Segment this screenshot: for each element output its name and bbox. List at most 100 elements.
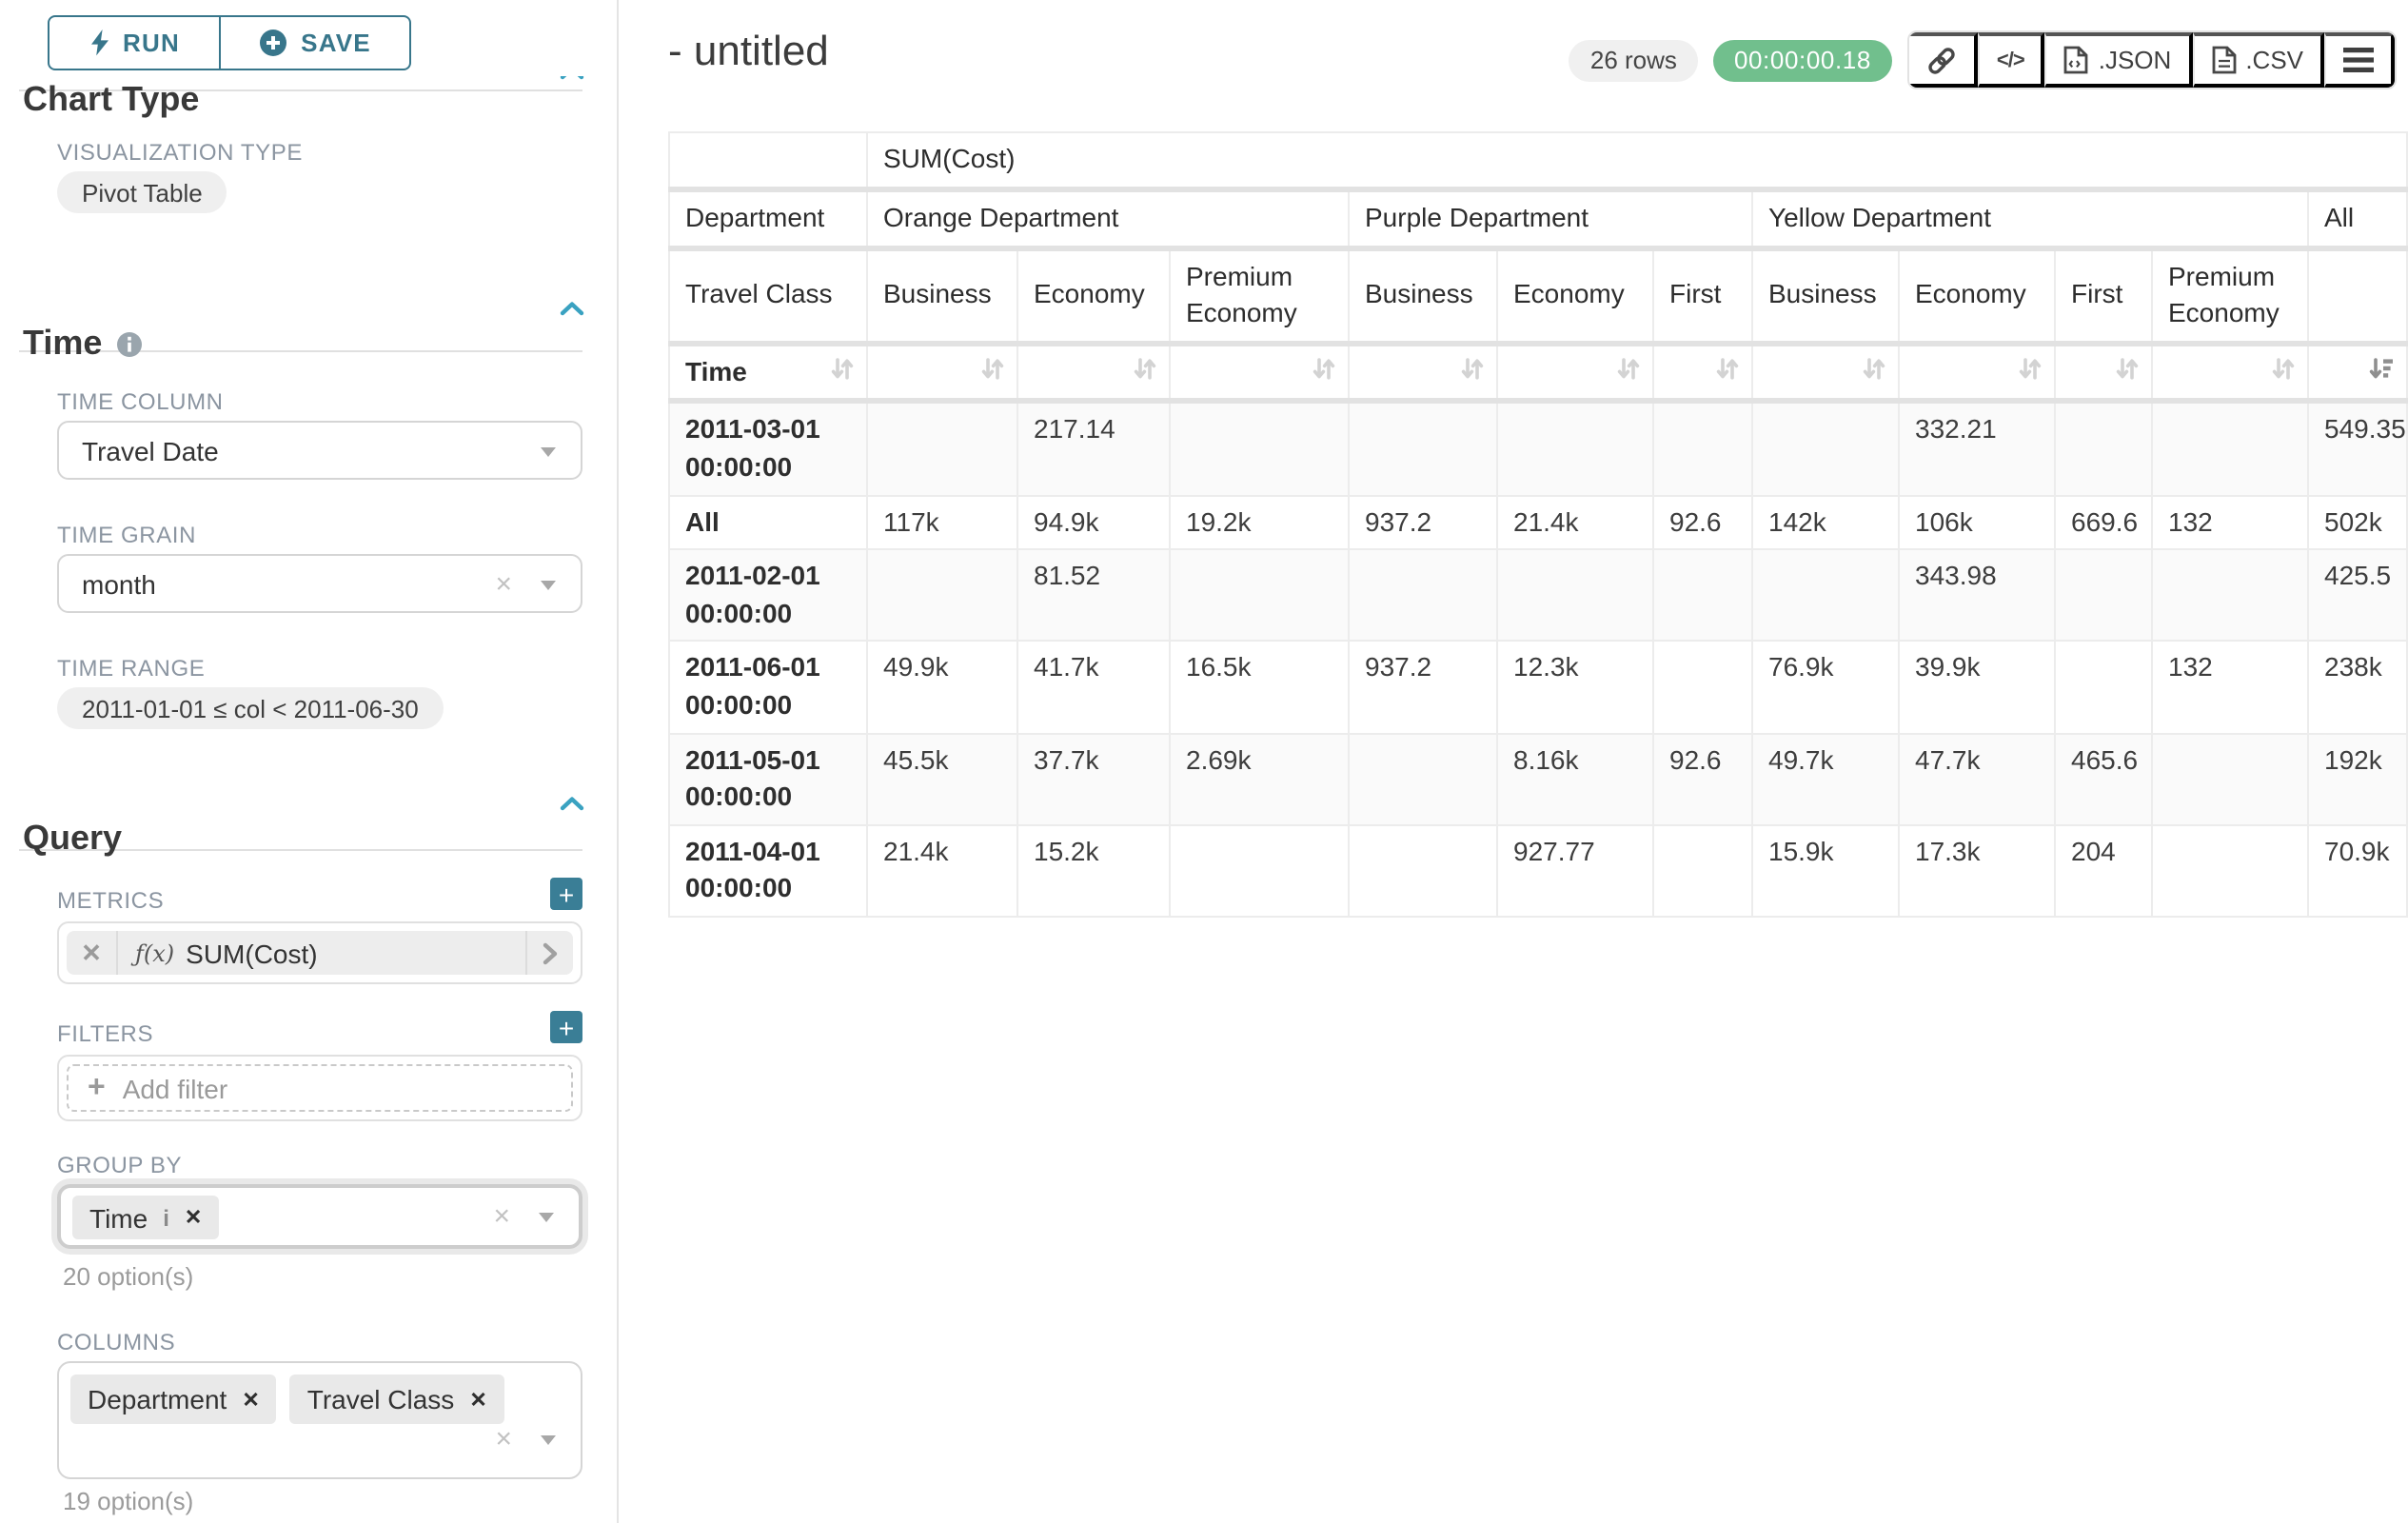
time-grain-select[interactable]: month × — [57, 554, 582, 613]
col-header: Premium Economy — [2151, 247, 2309, 346]
query-collapse-icon[interactable] — [560, 796, 584, 811]
data-cell: 669.6 — [2054, 494, 2153, 551]
caret-down-icon — [541, 446, 556, 456]
clear-icon[interactable]: × — [495, 1423, 512, 1455]
data-cell: 21.4k — [866, 823, 1018, 918]
data-cell: 47.7k — [1898, 732, 2056, 826]
sort-toggle[interactable] — [866, 342, 1018, 405]
share-link-button[interactable] — [1908, 32, 1978, 88]
plus-icon: + — [558, 879, 575, 909]
run-button-label: RUN — [123, 29, 180, 57]
data-cell: 92.6 — [1652, 732, 1753, 826]
sort-toggle[interactable] — [1652, 342, 1753, 405]
group-by-select[interactable]: Time i ✕ × — [57, 1184, 582, 1249]
remove-tag-icon[interactable]: ✕ — [242, 1389, 260, 1412]
columns-select[interactable]: Department ✕ Travel Class ✕ × — [57, 1361, 582, 1479]
divider — [19, 849, 582, 851]
header-actions: 26 rows 00:00:00.18 </> — [1569, 30, 2397, 89]
table-row: 2011-06-01 00:00:00 49.9k 41.7k 16.5k 937.2 1… — [668, 640, 2408, 735]
data-cell: 19.2k — [1169, 494, 1350, 551]
time-column-select[interactable]: Travel Date — [57, 421, 582, 480]
clear-icon[interactable]: × — [495, 567, 512, 600]
data-cell: 238k — [2306, 640, 2408, 735]
data-cell — [1652, 548, 1753, 643]
panel-action-bar: RUN SAVE — [0, 0, 617, 76]
columns-tag[interactable]: Department ✕ — [70, 1375, 277, 1424]
run-button[interactable]: RUN — [48, 15, 221, 70]
menu-button[interactable] — [2324, 32, 2395, 88]
data-cell — [2054, 548, 2153, 643]
data-cell: 15.9k — [1751, 823, 1900, 918]
filters-label: FILTERS — [57, 1020, 154, 1047]
remove-tag-icon[interactable]: ✕ — [469, 1389, 487, 1412]
sort-arrows-icon — [1862, 354, 1886, 391]
data-cell — [1652, 400, 1753, 497]
metric-body[interactable]: ƒ(x) SUM(Cost) — [118, 931, 525, 975]
pivot-table: SUM(Cost) Department Orange Department P… — [668, 131, 2408, 918]
sort-arrows-icon — [2115, 354, 2140, 391]
data-cell: 8.16k — [1496, 732, 1654, 826]
sort-toggle[interactable] — [2306, 342, 2408, 405]
divider — [19, 350, 582, 352]
data-cell: 94.9k — [1016, 494, 1171, 551]
data-cell — [1652, 640, 1753, 735]
query-heading-label: Query — [23, 819, 123, 857]
metric-header-cell: SUM(Cost) — [865, 131, 2408, 192]
data-cell: 502k — [2306, 494, 2408, 551]
add-filter-button[interactable]: + Add filter — [67, 1064, 573, 1112]
data-cell: 937.2 — [1348, 640, 1498, 735]
time-collapse-icon[interactable] — [560, 301, 584, 316]
data-cell — [2151, 548, 2309, 643]
col-header: Economy — [1496, 247, 1654, 346]
add-filter-plus-button[interactable]: + — [550, 1011, 582, 1043]
chart-title[interactable]: - untitled — [668, 27, 829, 74]
remove-tag-icon[interactable]: ✕ — [184, 1207, 203, 1230]
embed-code-button[interactable]: </> — [1977, 32, 2045, 88]
chart-panel: - untitled 26 rows 00:00:00.18 </> — [619, 0, 2408, 1523]
data-cell: 92.6 — [1652, 494, 1753, 551]
add-metric-button[interactable]: + — [550, 878, 582, 910]
export-json-button[interactable]: .JSON — [2044, 32, 2193, 88]
data-cell: 132 — [2151, 640, 2309, 735]
col-header: Economy — [1016, 247, 1171, 346]
sort-toggle[interactable] — [1169, 342, 1350, 405]
columns-tag[interactable]: Travel Class ✕ — [289, 1375, 504, 1424]
row-header: 2011-06-01 00:00:00 — [668, 640, 868, 735]
col-group-header: Yellow Department — [1751, 188, 2309, 251]
clear-icon[interactable]: × — [493, 1200, 510, 1233]
sort-arrows-icon — [1312, 354, 1336, 391]
file-csv-icon — [2211, 46, 2236, 74]
sort-toggle[interactable]: Time — [668, 342, 868, 405]
data-cell: 204 — [2054, 823, 2153, 918]
remove-metric-icon[interactable]: ✕ — [67, 931, 118, 975]
visualization-type-value[interactable]: Pivot Table — [57, 171, 227, 213]
data-cell: 549.35 — [2306, 400, 2408, 497]
sort-toggle[interactable] — [1898, 342, 2056, 405]
data-cell: 106k — [1898, 494, 2056, 551]
columns-tag-label: Department — [88, 1384, 227, 1414]
data-cell: 2.69k — [1169, 732, 1350, 826]
columns-tag-label: Travel Class — [306, 1384, 455, 1414]
data-cell — [2054, 640, 2153, 735]
sort-arrows-icon — [2271, 354, 2296, 391]
sort-toggle[interactable] — [1016, 342, 1171, 405]
sort-toggle[interactable] — [1751, 342, 1900, 405]
sort-toggle[interactable] — [2054, 342, 2153, 405]
export-csv-button[interactable]: .CSV — [2192, 32, 2324, 88]
data-cell: 12.3k — [1496, 640, 1654, 735]
sort-toggle[interactable] — [2151, 342, 2309, 405]
data-cell — [1169, 400, 1350, 497]
export-csv-label: .CSV — [2245, 46, 2303, 74]
time-range-value[interactable]: 2011-01-01 ≤ col < 2011-06-30 — [57, 687, 444, 729]
group-by-tag[interactable]: Time i ✕ — [72, 1196, 220, 1239]
save-button[interactable]: SAVE — [221, 15, 411, 70]
expand-metric-icon[interactable] — [525, 931, 573, 975]
metric-pill[interactable]: ✕ ƒ(x) SUM(Cost) — [67, 931, 573, 975]
row-header: 2011-05-01 00:00:00 — [668, 732, 868, 826]
sort-toggle[interactable] — [1348, 342, 1498, 405]
data-cell — [1751, 400, 1900, 497]
sort-arrows-icon — [1616, 354, 1641, 391]
corner-cell — [668, 131, 868, 192]
col-header: Premium Economy — [1169, 247, 1350, 346]
sort-toggle[interactable] — [1496, 342, 1654, 405]
